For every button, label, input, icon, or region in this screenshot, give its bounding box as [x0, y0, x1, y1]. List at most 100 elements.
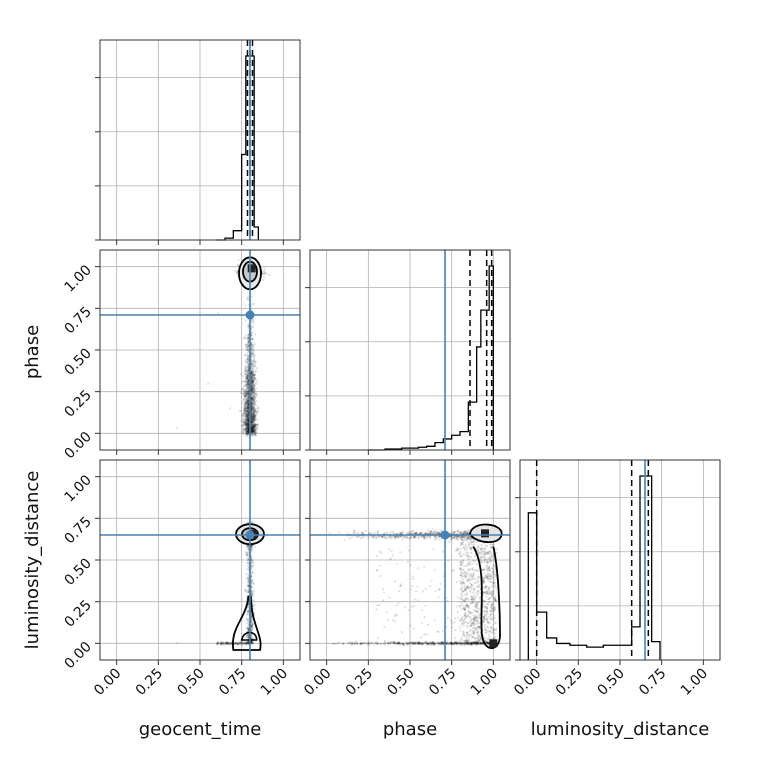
sample-point	[246, 403, 249, 406]
sample-point	[250, 419, 254, 422]
sample-point	[246, 376, 249, 379]
sample-point	[252, 425, 255, 428]
sample-point	[252, 428, 255, 431]
sample-point	[348, 640, 352, 644]
sample-point	[250, 318, 253, 322]
sample-point	[246, 362, 249, 365]
sample-point	[255, 431, 258, 434]
sample-point	[244, 432, 247, 436]
sample-point	[246, 418, 249, 421]
sample-point	[253, 425, 257, 428]
sample-point	[414, 531, 417, 535]
sample-point	[246, 584, 249, 588]
sample-point	[454, 642, 458, 645]
sample-point	[253, 389, 256, 393]
sample-point	[245, 429, 248, 432]
sample-point	[251, 302, 254, 305]
sample-point	[252, 373, 255, 377]
sample-point	[246, 401, 249, 405]
sample-point	[251, 399, 254, 403]
sample-point	[368, 642, 372, 646]
sample-point	[251, 433, 254, 437]
sample-point	[255, 404, 258, 407]
sample-point	[250, 427, 253, 430]
sample-point	[252, 418, 255, 421]
sample-point	[456, 529, 459, 533]
sample-point	[243, 412, 246, 415]
sample-point	[254, 423, 258, 427]
sample-point	[254, 333, 257, 336]
sample-point	[244, 417, 247, 420]
sample-point	[246, 379, 249, 382]
sample-point	[251, 417, 254, 420]
sample-point	[246, 402, 249, 406]
sample-point	[255, 426, 258, 429]
sample-point	[246, 357, 249, 361]
sample-point	[241, 392, 244, 395]
sample-point	[246, 405, 249, 408]
sample-point	[364, 530, 367, 533]
sample-point	[478, 641, 481, 645]
sample-point	[353, 642, 356, 645]
sample-point	[247, 348, 250, 351]
sample-point	[244, 404, 247, 407]
sample-point	[250, 430, 254, 433]
sample-point	[252, 430, 255, 433]
sample-point	[246, 418, 249, 421]
sample-point	[251, 429, 254, 433]
sample-point	[251, 385, 254, 388]
sample-point	[247, 395, 250, 398]
sample-point	[252, 415, 255, 418]
sample-point	[247, 385, 250, 388]
sample-point	[246, 426, 249, 430]
sample-point	[245, 400, 248, 403]
sample-point	[244, 389, 247, 393]
sample-point	[246, 416, 250, 419]
sample-point	[246, 426, 250, 430]
sample-point	[243, 388, 246, 392]
sample-point	[245, 381, 248, 384]
sample-point	[253, 409, 256, 412]
sample-point	[250, 410, 254, 413]
sample-point	[251, 419, 254, 423]
sample-point	[255, 434, 258, 437]
sample-point	[243, 404, 247, 408]
sample-point	[254, 428, 257, 431]
sample-point	[250, 417, 253, 420]
sample-point	[207, 382, 210, 385]
sample-point	[246, 423, 249, 426]
sample-point	[253, 424, 256, 427]
sample-point	[246, 369, 249, 372]
y-tick-label: 0.00	[61, 639, 94, 672]
sample-point	[253, 428, 256, 431]
sample-point	[418, 642, 421, 645]
sample-point	[250, 295, 253, 299]
sample-point	[254, 413, 258, 417]
sample-point	[438, 538, 441, 541]
sample-point	[241, 424, 244, 427]
sample-point	[243, 409, 246, 412]
sample-point	[243, 407, 246, 410]
sample-point	[246, 427, 249, 430]
sample-point	[247, 428, 250, 431]
sample-point	[245, 398, 248, 401]
sample-point	[244, 375, 248, 379]
sample-point	[253, 390, 256, 393]
sample-point	[253, 411, 256, 414]
sample-point	[254, 408, 257, 411]
sample-point	[253, 417, 256, 420]
sample-point	[246, 414, 249, 417]
sample-point	[246, 424, 249, 427]
sample-point	[251, 417, 255, 420]
sample-point	[252, 420, 255, 423]
sample-point	[451, 529, 454, 533]
sample-point	[254, 417, 257, 421]
sample-point	[246, 357, 249, 360]
sample-point	[252, 418, 256, 421]
sample-point	[246, 415, 249, 418]
sample-point	[252, 425, 255, 428]
sample-point	[251, 428, 254, 431]
sample-point	[244, 404, 247, 407]
sample-point	[245, 358, 248, 361]
sample-point	[253, 363, 256, 367]
